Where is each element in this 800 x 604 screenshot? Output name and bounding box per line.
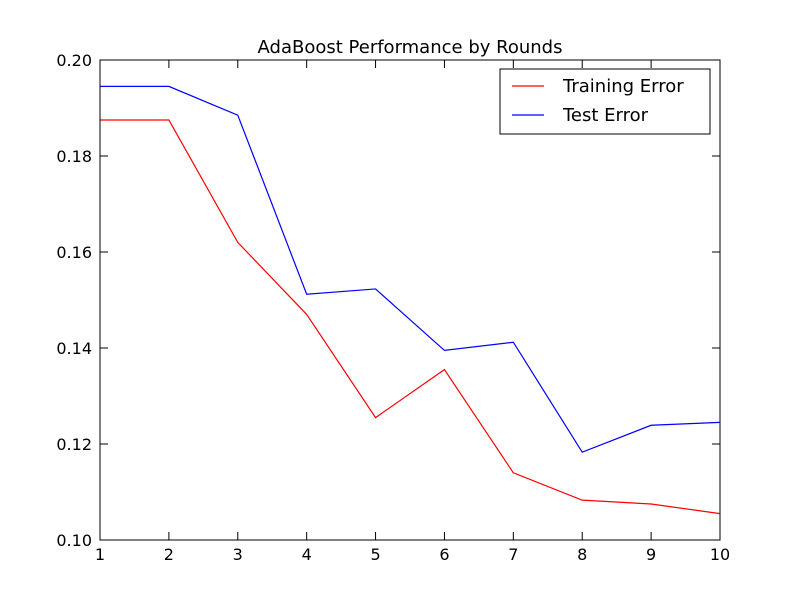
x-tick-label: 5 — [370, 545, 380, 564]
x-tick-label: 8 — [577, 545, 587, 564]
series-line-training-error — [100, 119, 721, 515]
legend: Training Error Test Error — [499, 68, 711, 135]
legend-box — [499, 68, 711, 135]
y-tick-label: 0.16 — [56, 243, 92, 262]
x-tick-label: 3 — [233, 545, 243, 564]
y-tick-label: 0.18 — [56, 147, 92, 166]
x-tick-label: 2 — [164, 545, 174, 564]
y-tick-label: 0.12 — [56, 435, 92, 454]
legend-label: Training Error — [562, 76, 684, 97]
x-tick-label: 1 — [95, 545, 105, 564]
plot-frame — [99, 59, 721, 541]
y-tick-label: 0.20 — [56, 51, 92, 70]
series-line-test-error — [100, 85, 721, 453]
x-tick-label: 4 — [302, 545, 312, 564]
series-lines — [100, 85, 721, 515]
chart-title: AdaBoost Performance by Rounds — [258, 37, 563, 58]
x-tick-label: 6 — [439, 545, 449, 564]
x-tick-label: 7 — [508, 545, 518, 564]
x-tick-label: 10 — [710, 545, 730, 564]
legend-label: Test Error — [562, 105, 649, 126]
y-tick-label: 0.14 — [56, 339, 92, 358]
x-tick-label: 9 — [646, 545, 656, 564]
y-tick-label: 0.10 — [56, 531, 92, 550]
